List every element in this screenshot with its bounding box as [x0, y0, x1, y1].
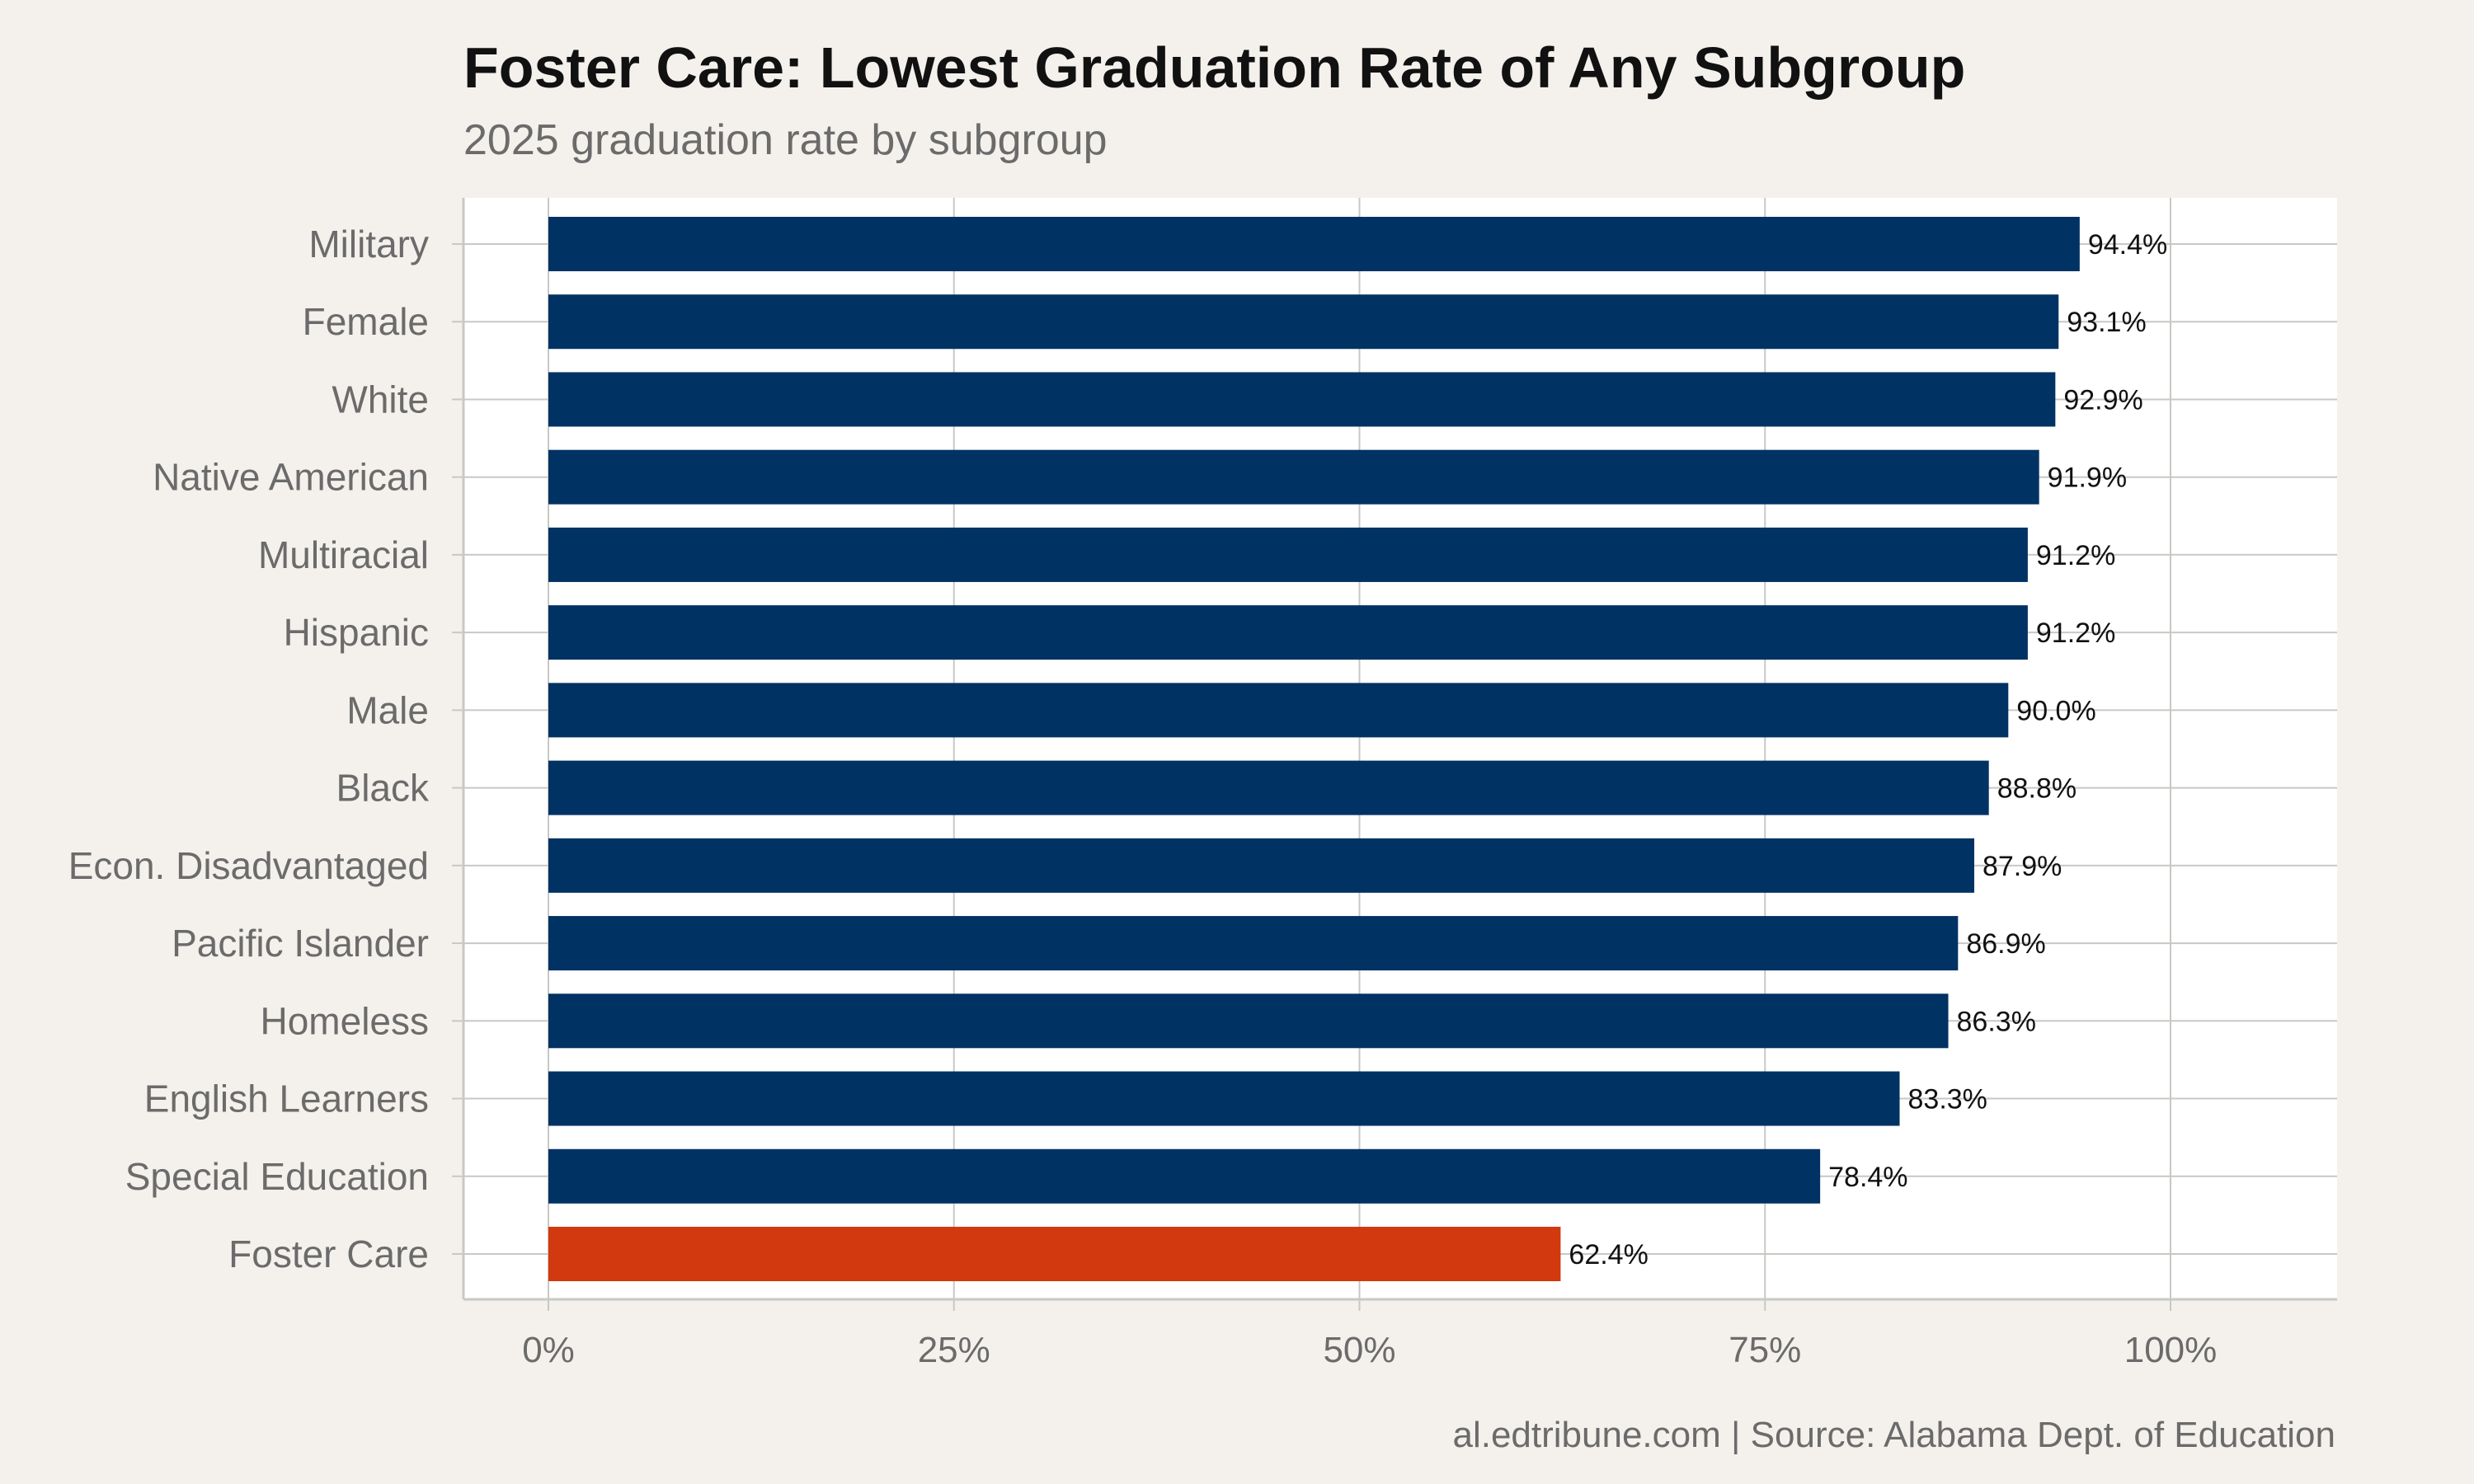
bar-value-label: 92.9%: [2063, 384, 2142, 416]
bar: [548, 605, 2028, 660]
bar-value-label: 86.9%: [1966, 928, 2045, 960]
x-tick-label: 0%: [522, 1330, 575, 1370]
x-tick-label: 75%: [1729, 1330, 1801, 1370]
bar: [548, 527, 2028, 582]
bar-value-label: 78.4%: [1828, 1162, 1907, 1193]
y-tick-label: Pacific Islander: [172, 922, 429, 965]
bar-value-label: 87.9%: [1982, 851, 2062, 882]
chart-title: Foster Care: Lowest Graduation Rate of A…: [463, 35, 1966, 100]
bar-value-label: 93.1%: [2067, 307, 2146, 338]
y-tick-label: Male: [346, 688, 429, 731]
bar-value-label: 88.8%: [1997, 773, 2077, 805]
x-tick-label: 50%: [1323, 1330, 1395, 1370]
bar-value-label: 62.4%: [1569, 1239, 1648, 1270]
bar-value-label: 83.3%: [1908, 1084, 1987, 1115]
bar: [548, 760, 1989, 815]
bar: [548, 1148, 1821, 1204]
y-tick-label: Special Education: [125, 1155, 429, 1198]
chart-subtitle: 2025 graduation rate by subgroup: [463, 116, 1108, 164]
y-tick-label: Native American: [153, 456, 429, 499]
y-tick-label: Black: [336, 767, 430, 810]
bar: [548, 1227, 1561, 1281]
bar-value-label: 91.2%: [2036, 618, 2115, 649]
x-tick-label: 100%: [2124, 1330, 2218, 1370]
bars: [548, 217, 2080, 1281]
bar-value-label: 91.2%: [2036, 540, 2115, 571]
bar: [548, 449, 2039, 505]
axes: Military Female White Native American Multir…: [68, 198, 2337, 1370]
bar: [548, 916, 1959, 971]
y-tick-label: Foster Care: [228, 1233, 429, 1275]
x-tick-label: 25%: [918, 1330, 990, 1370]
y-tick-label: Military: [308, 223, 429, 265]
bar: [548, 1071, 1900, 1126]
y-tick-label: White: [332, 378, 429, 420]
bar-value-label: 86.3%: [1957, 1006, 2036, 1037]
bar-value-label: 94.4%: [2088, 229, 2167, 261]
bar: [548, 217, 2080, 271]
bar: [548, 993, 1949, 1049]
y-tick-label: Homeless: [260, 999, 429, 1042]
y-tick-label: Econ. Disadvantaged: [68, 844, 429, 887]
y-tick-label: Female: [303, 300, 429, 343]
bar: [548, 838, 1974, 893]
y-tick-label: Multiracial: [258, 533, 429, 576]
bar: [548, 294, 2059, 350]
bar: [548, 683, 2009, 738]
y-tick-label: Hispanic: [284, 611, 429, 654]
bar: [548, 372, 2056, 427]
value-labels: 94.4% 93.1% 92.9% 91.9% 91.2% 91.2% 90.0% 88.8%…: [1569, 229, 2167, 1270]
bar-value-label: 90.0%: [2016, 695, 2095, 726]
plot-panel: [463, 198, 2337, 1299]
y-tick-label: English Learners: [144, 1078, 429, 1120]
bar-value-label: 91.9%: [2048, 463, 2127, 494]
chart-caption: al.edtribune.com | Source: Alabama Dept.…: [1452, 1415, 2335, 1455]
